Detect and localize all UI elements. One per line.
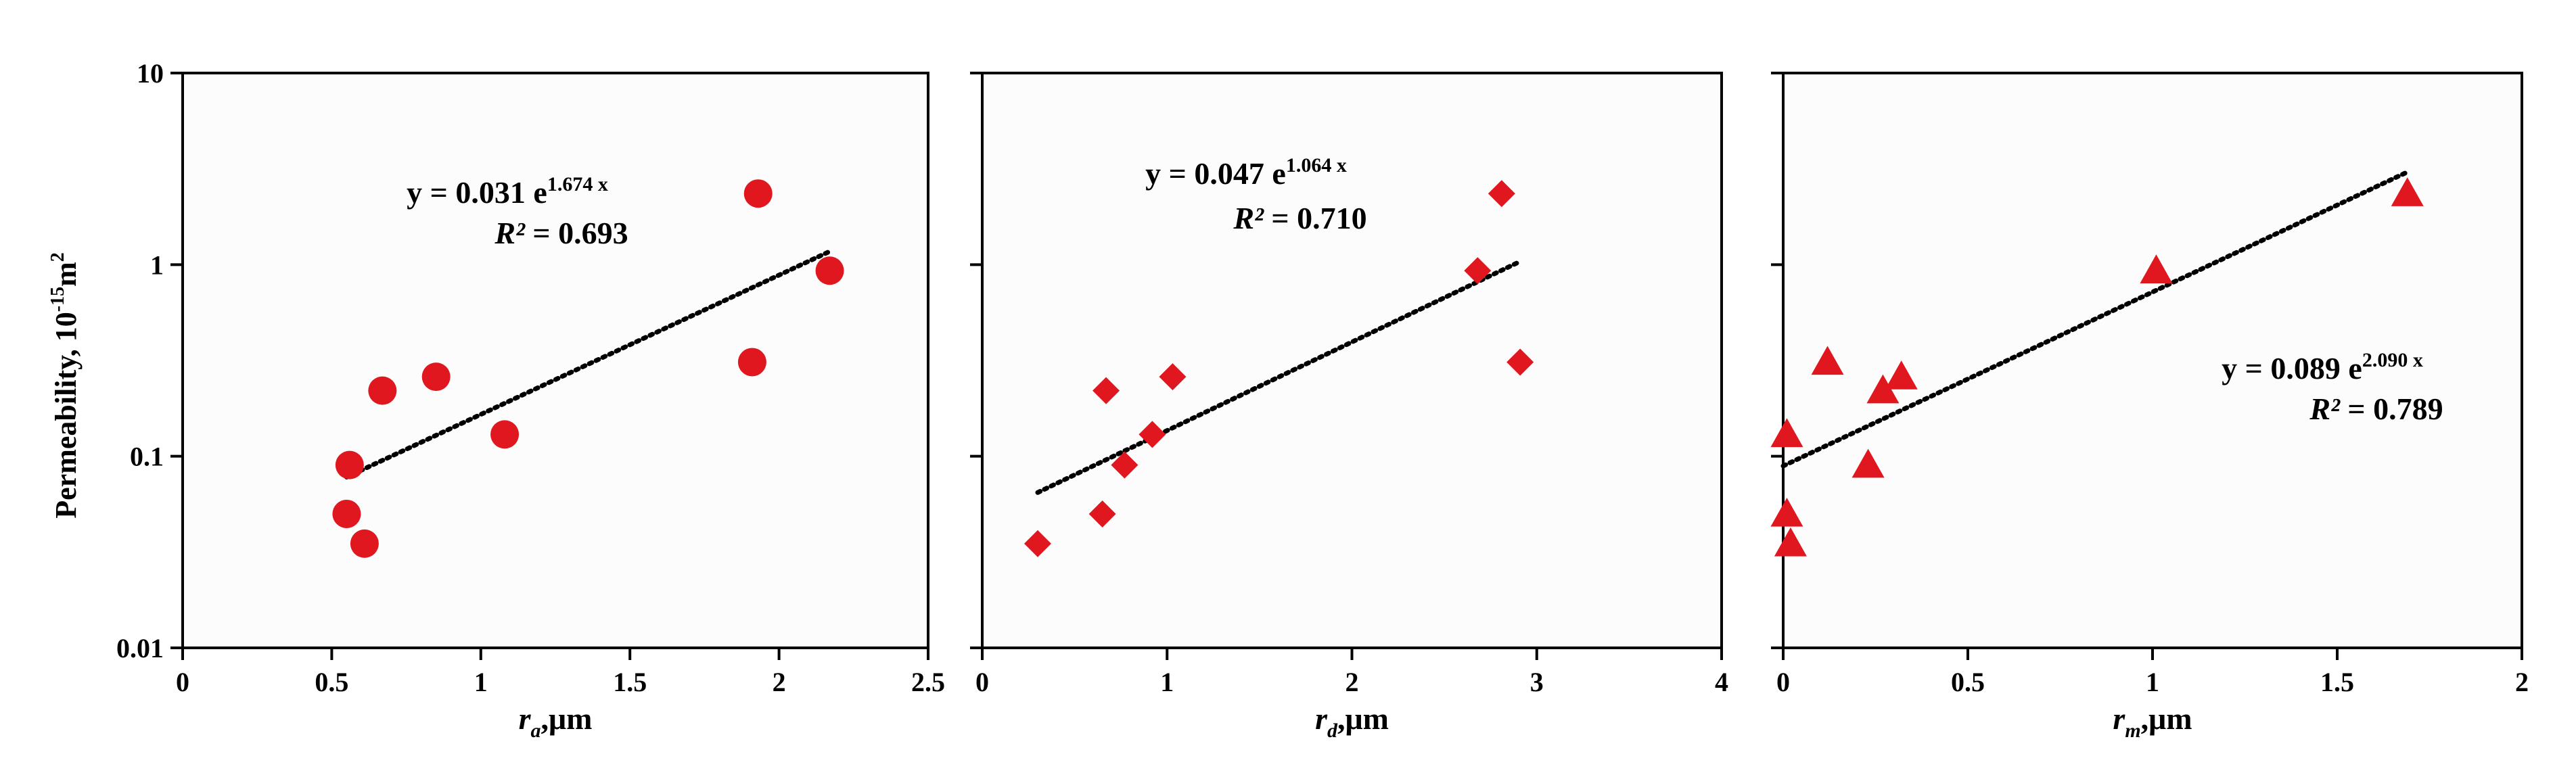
y-axis-label-exp: -15 <box>47 287 68 312</box>
data-point <box>2140 254 2173 283</box>
x-axis-label-var: r <box>2113 701 2125 736</box>
data-point <box>1138 421 1166 448</box>
r-squared-value: = 0.789 <box>2340 392 2443 426</box>
x-tick-label: 1.5 <box>2320 667 2354 697</box>
x-axis-label-var: r <box>1315 701 1328 736</box>
data-point <box>368 376 397 405</box>
panel-3: 0 0.5 1 1.5 2 rm,μm y = 0.089 e2.090 x R² = 0.7… <box>1770 72 2529 742</box>
trendline <box>1035 259 1523 495</box>
x-tick-label: 0 <box>975 667 989 697</box>
data-point <box>1024 530 1051 557</box>
r-squared-value: = 0.710 <box>1264 201 1367 235</box>
y-tick-label: 10 <box>137 58 164 89</box>
x-tick-label: 0.5 <box>315 667 348 697</box>
trend-equation: y = 0.089 e2.090 x <box>2222 349 2423 385</box>
data-point <box>1111 451 1138 479</box>
x-axis-label-unit: ,μm <box>541 701 593 736</box>
x-tick-label: 4 <box>1715 667 1728 697</box>
data-point <box>1159 363 1187 391</box>
x-tick-label: 1.5 <box>613 667 647 697</box>
r-squared-label: R² <box>494 216 526 250</box>
trend-equation: y = 0.047 e1.064 x <box>1145 154 1347 191</box>
plot-area <box>1782 72 2523 649</box>
data-point <box>1811 346 1844 375</box>
x-tick-label: 2 <box>1346 667 1359 697</box>
data-point <box>743 179 773 208</box>
data-point <box>421 362 451 392</box>
trend-equation-base: y = 0.047 e <box>1145 156 1286 191</box>
data-point <box>335 450 364 479</box>
data-point <box>2391 177 2424 206</box>
trendline <box>344 249 832 479</box>
data-point <box>1464 257 1492 285</box>
trend-equation-base: y = 0.031 e <box>407 175 547 210</box>
panel-2: 0 1 2 3 4 rd,μm y = 0.047 e1.064 x R² = 0.710 <box>970 72 1728 742</box>
data-point <box>1774 527 1807 557</box>
data-point <box>490 420 520 449</box>
data-point <box>1770 497 1803 527</box>
data-point <box>1088 500 1116 527</box>
trend-equation-exp: 1.064 x <box>1286 154 1347 177</box>
plot-area <box>981 72 1723 649</box>
data-point <box>350 529 379 558</box>
trendline <box>1780 169 2410 469</box>
x-axis-label-var: r <box>519 701 532 736</box>
data-point <box>1852 448 1885 478</box>
data-point <box>1092 377 1120 404</box>
y-tick-label: 0.1 <box>130 442 164 472</box>
r-squared: R² = 0.789 <box>2309 392 2443 426</box>
x-axis-label: rm,μm <box>2113 701 2192 742</box>
x-tick-label: 2 <box>2515 667 2529 697</box>
data-point <box>1506 348 1534 376</box>
data-point <box>815 256 844 285</box>
r-squared: R² = 0.710 <box>1233 201 1366 235</box>
x-tick-label: 0 <box>1776 667 1790 697</box>
y-tick-label: 0.01 <box>116 633 164 663</box>
r-squared-value: = 0.693 <box>525 216 628 250</box>
x-axis-label-sub: a <box>531 720 541 742</box>
data-point <box>332 499 361 528</box>
data-point <box>737 348 766 377</box>
x-axis-label-unit: ,μm <box>2141 701 2192 736</box>
y-axis-label-main: Permeability, 10 <box>49 312 83 519</box>
data-point <box>1488 180 1515 208</box>
x-tick-label: 3 <box>1530 667 1544 697</box>
r-squared: R² = 0.693 <box>494 216 628 250</box>
x-axis-label-unit: ,μm <box>1337 701 1389 736</box>
trend-equation-base: y = 0.089 e <box>2222 351 2362 385</box>
x-tick-label: 2 <box>773 667 786 697</box>
x-tick-label: 1 <box>1160 667 1174 697</box>
x-axis-label-sub: d <box>1327 720 1338 742</box>
data-point <box>1866 374 1900 404</box>
x-tick-label: 1 <box>2146 667 2159 697</box>
x-axis-label: rd,μm <box>1315 701 1389 742</box>
x-axis-label: ra,μm <box>519 701 593 742</box>
y-axis-label: Permeability, 10-15m2 <box>47 252 83 518</box>
r-squared-label: R² <box>1233 201 1264 235</box>
x-axis-label-sub: m <box>2125 720 2140 742</box>
panel-1: 0.01 0.1 1 10 0 0.5 1 1.5 2 2.5 ra,μm y = 0.031 e1.… <box>116 58 945 742</box>
x-tick-label: 0 <box>176 667 189 697</box>
x-tick-label: 2.5 <box>911 667 945 697</box>
trend-equation: y = 0.031 e1.674 x <box>407 173 608 210</box>
y-tick-label: 1 <box>150 250 164 280</box>
y-axis-label-unit-exp: 2 <box>47 252 68 262</box>
trend-equation-exp: 2.090 x <box>2362 349 2423 371</box>
x-tick-label: 1 <box>474 667 488 697</box>
r-squared-label: R² <box>2309 392 2341 426</box>
trend-equation-exp: 1.674 x <box>547 173 608 195</box>
plot-area <box>181 72 929 649</box>
x-tick-label: 0.5 <box>1951 667 1985 697</box>
data-point <box>1885 360 1918 390</box>
data-point <box>1770 418 1803 448</box>
y-axis-label-unit: m <box>49 262 83 287</box>
